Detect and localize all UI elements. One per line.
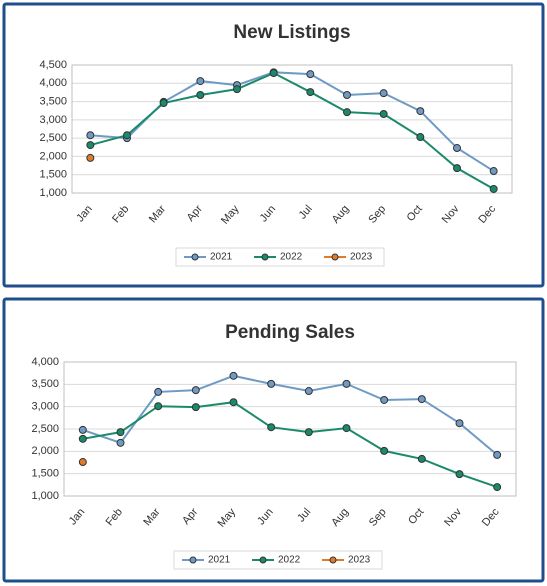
point: [86, 153, 95, 162]
point: [455, 470, 464, 479]
plot-area: [63, 361, 517, 497]
panel: [2, 2, 545, 288]
point: [86, 131, 95, 140]
y-tick-label: 1,000: [31, 490, 59, 502]
point: [154, 387, 163, 396]
point: [343, 90, 351, 99]
point: [380, 395, 389, 404]
point: [196, 77, 205, 86]
point: [78, 458, 87, 467]
y-tick-label: 2,500: [31, 423, 59, 435]
legend-label: 2022: [280, 252, 303, 263]
y-tick-label: 2,000: [39, 150, 67, 162]
point: [453, 144, 461, 153]
point: [342, 379, 351, 388]
panel: [2, 297, 545, 583]
point: [233, 85, 241, 94]
legend: [173, 550, 383, 570]
legend-label: 2021: [210, 252, 233, 263]
point: [417, 395, 426, 404]
point: [78, 434, 87, 443]
point: [453, 164, 461, 173]
point: [493, 450, 502, 459]
point: [343, 108, 351, 117]
point: [455, 419, 464, 428]
y-tick-label: 1,500: [31, 468, 59, 480]
chart-title: Pending Sales: [225, 322, 355, 343]
y-tick-label: 3,500: [39, 95, 67, 107]
point: [489, 184, 498, 193]
y-tick-label: 1,000: [39, 187, 67, 199]
y-tick-label: 3,500: [31, 378, 59, 390]
legend-marker: [191, 253, 199, 261]
point: [116, 428, 125, 437]
point: [304, 428, 313, 437]
y-tick-label: 2,500: [39, 132, 67, 144]
point: [379, 89, 388, 98]
y-tick-label: 4,000: [31, 356, 59, 368]
legend-marker: [329, 556, 337, 564]
y-tick-label: 2,000: [31, 445, 59, 457]
y-tick-label: 3,000: [31, 401, 59, 413]
legend-label: 2021: [208, 555, 231, 566]
series-line: [90, 71, 495, 190]
point: [229, 371, 238, 380]
point: [86, 141, 95, 150]
point: [304, 387, 313, 396]
legend-label: 2023: [348, 555, 371, 566]
point: [416, 133, 425, 142]
point: [78, 425, 87, 434]
point: [379, 110, 388, 119]
point: [191, 386, 200, 395]
series-line: [82, 401, 498, 489]
legend: [175, 247, 385, 267]
legend-marker: [261, 253, 269, 261]
legend-label: 2022: [278, 555, 301, 566]
point: [196, 90, 205, 99]
point: [229, 398, 238, 407]
y-tick-label: 3,000: [39, 114, 67, 126]
chart-title: New Listings: [233, 22, 350, 43]
point: [123, 131, 131, 140]
point: [306, 70, 315, 79]
series-line: [82, 374, 498, 456]
plot-area: [71, 64, 513, 194]
y-tick-label: 4,500: [39, 59, 67, 71]
y-tick-label: 1,500: [39, 169, 67, 181]
point: [269, 69, 278, 78]
point: [116, 438, 125, 447]
point: [380, 446, 389, 455]
point: [191, 403, 200, 412]
point: [489, 167, 498, 176]
point: [267, 379, 276, 388]
legend-marker: [189, 556, 197, 564]
y-tick-label: 4,000: [39, 77, 67, 89]
legend-marker: [259, 556, 267, 564]
point: [493, 483, 502, 492]
point: [416, 107, 425, 116]
point: [342, 424, 351, 433]
point: [306, 88, 315, 97]
legend-label: 2023: [350, 252, 373, 263]
point: [154, 402, 163, 411]
point: [159, 99, 168, 108]
point: [267, 423, 276, 432]
point: [417, 454, 426, 463]
legend-marker: [331, 253, 339, 261]
